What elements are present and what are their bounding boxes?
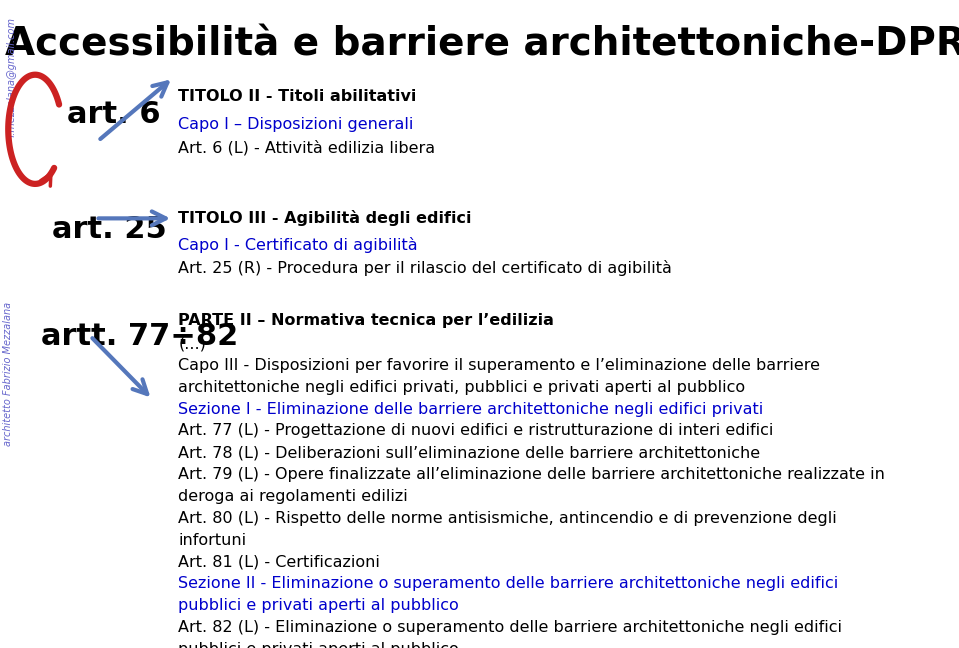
Text: architettoniche negli edifici privati, pubblici e privati aperti al pubblico: architettoniche negli edifici privati, p… <box>178 380 745 395</box>
Text: Capo I – Disposizioni generali: Capo I – Disposizioni generali <box>178 117 413 132</box>
Text: Accessibilità e barriere architettoniche-DPR 380/2001: Accessibilità e barriere architettoniche… <box>5 26 959 64</box>
Text: f.mezzalana@gmail.com: f.mezzalana@gmail.com <box>6 17 16 137</box>
Text: architetto Fabrizio Mezzalana: architetto Fabrizio Mezzalana <box>3 301 12 446</box>
Text: (...): (...) <box>178 336 206 351</box>
Text: PARTE II – Normativa tecnica per l’edilizia: PARTE II – Normativa tecnica per l’edili… <box>178 313 554 328</box>
Text: Art. 6 (L) - Attività edilizia libera: Art. 6 (L) - Attività edilizia libera <box>178 140 435 155</box>
Text: TITOLO III - Agibilità degli edifici: TITOLO III - Agibilità degli edifici <box>178 210 472 226</box>
Text: Sezione I - Eliminazione delle barriere architettoniche negli edifici privati: Sezione I - Eliminazione delle barriere … <box>178 402 763 417</box>
Text: Art. 82 (L) - Eliminazione o superamento delle barriere architettoniche negli ed: Art. 82 (L) - Eliminazione o superamento… <box>178 620 842 635</box>
Text: infortuni: infortuni <box>178 533 246 548</box>
Text: Art. 81 (L) - Certificazioni: Art. 81 (L) - Certificazioni <box>178 555 380 570</box>
Text: Art. 25 (R) - Procedura per il rilascio del certificato di agibilità: Art. 25 (R) - Procedura per il rilascio … <box>178 260 672 276</box>
Text: Art. 77 (L) - Progettazione di nuovi edifici e ristrutturazione di interi edific: Art. 77 (L) - Progettazione di nuovi edi… <box>178 424 774 439</box>
Text: Art. 79 (L) - Opere finalizzate all’eliminazione delle barriere architettoniche : Art. 79 (L) - Opere finalizzate all’elim… <box>178 467 885 482</box>
Text: deroga ai regolamenti edilizi: deroga ai regolamenti edilizi <box>178 489 408 504</box>
Text: pubblici e privati aperti al pubblico: pubblici e privati aperti al pubblico <box>178 598 459 613</box>
Text: art. 6: art. 6 <box>67 100 161 130</box>
Text: Capo I - Certificato di agibilità: Capo I - Certificato di agibilità <box>178 237 418 253</box>
Text: Capo III - Disposizioni per favorire il superamento e l’eliminazione delle barri: Capo III - Disposizioni per favorire il … <box>178 358 820 373</box>
Text: Art. 80 (L) - Rispetto delle norme antisismiche, antincendio e di prevenzione de: Art. 80 (L) - Rispetto delle norme antis… <box>178 511 837 526</box>
Text: Sezione II - Eliminazione o superamento delle barriere architettoniche negli edi: Sezione II - Eliminazione o superamento … <box>178 576 838 592</box>
Text: art. 25: art. 25 <box>52 215 167 244</box>
Text: TITOLO II - Titoli abilitativi: TITOLO II - Titoli abilitativi <box>178 89 416 104</box>
Text: artt. 77÷82: artt. 77÷82 <box>41 321 239 351</box>
Text: pubblici e privati aperti al pubblico: pubblici e privati aperti al pubblico <box>178 642 459 648</box>
Text: Art. 78 (L) - Deliberazioni sull’eliminazione delle barriere architettoniche: Art. 78 (L) - Deliberazioni sull’elimina… <box>178 445 760 460</box>
